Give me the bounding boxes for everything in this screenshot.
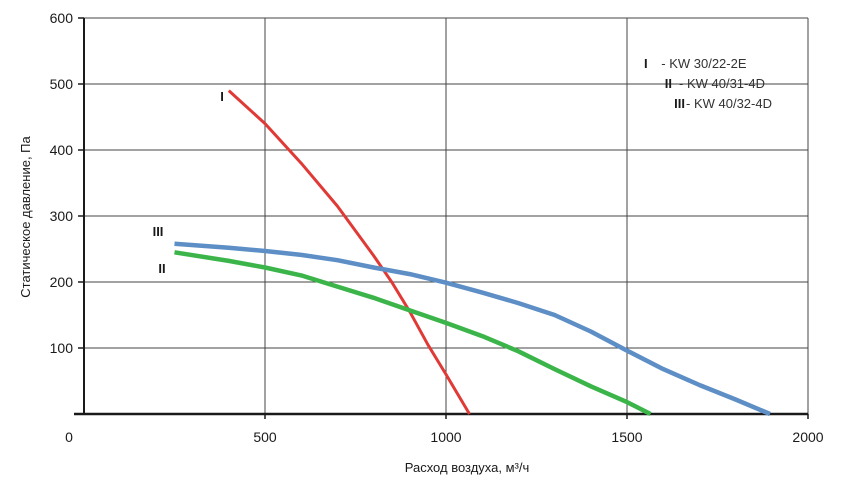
legend-entry-2: II (665, 76, 672, 91)
x-tick-label: 1000 (430, 429, 461, 445)
legend-model-3: - KW 40/32-4D (686, 96, 772, 111)
series-line-iii (174, 241, 771, 417)
curve-id-label-iii: III (153, 224, 164, 239)
series-line-ii (174, 250, 652, 417)
tick-marks (78, 17, 809, 419)
x-tick-label: 500 (253, 429, 277, 445)
y-tick-label: 600 (50, 10, 74, 26)
x-tick-label: 1500 (611, 429, 642, 445)
y-tick-label: 300 (50, 208, 74, 224)
y-tick-label: 500 (50, 76, 74, 92)
legend-entry-3: III (674, 96, 685, 111)
curve-id-label-i: I (220, 89, 224, 104)
x-tick-labels: 0 500 1000 1500 2000 (65, 429, 824, 445)
legend-entry-1: I - KW 30/22-2E (644, 56, 747, 71)
curve-id-label-ii: II (158, 261, 165, 276)
legend-id-1: I (644, 56, 648, 71)
y-tick-label: 400 (50, 142, 74, 158)
y-tick-labels: 100 200 300 400 500 600 (50, 10, 74, 356)
y-axis-title: Статическое давление, Па (18, 136, 33, 298)
legend-model-2: - KW 40/31-4D (679, 76, 765, 91)
x-axis-title: Расход воздуха, м³/ч (405, 460, 530, 475)
legend: I - KW 30/22-2E II - KW 40/31-4D III - K… (644, 56, 772, 111)
legend-model-3-text: - KW 40/32-4D (686, 96, 772, 111)
legend-id-3: III (674, 96, 685, 111)
x-tick-label: 0 (65, 429, 73, 445)
legend-id-2: II (665, 76, 672, 91)
legend-model-1: - KW 30/22-2E (661, 56, 747, 71)
y-tick-label: 200 (50, 274, 74, 290)
curve-id-labels: I II III (153, 89, 224, 276)
series-layer (174, 89, 771, 417)
x-tick-label: 2000 (792, 429, 823, 445)
legend-model-2-text: - KW 40/31-4D (679, 76, 765, 91)
y-tick-label: 100 (50, 340, 74, 356)
